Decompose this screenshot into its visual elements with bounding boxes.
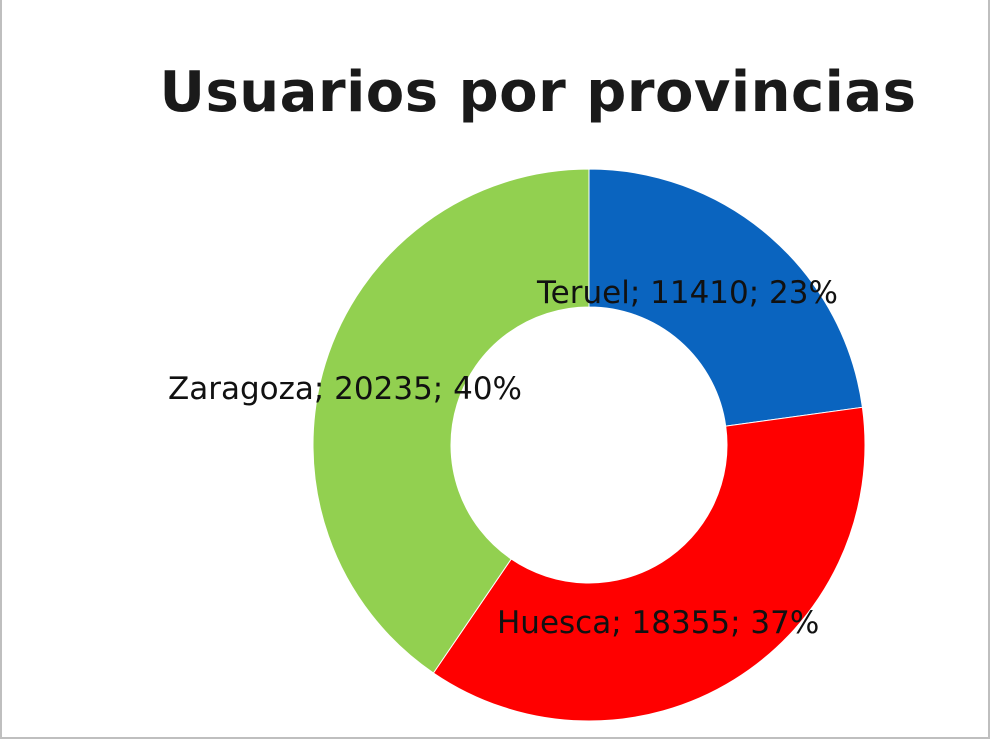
data-labels: Teruel; 11410; 23% Huesca; 18355; 37% Za… xyxy=(168,275,838,641)
data-label-zaragoza: Zaragoza; 20235; 40% xyxy=(168,371,522,407)
donut-slice-zaragoza xyxy=(312,168,590,674)
donut-slices xyxy=(312,168,866,722)
data-label-huesca: Huesca; 18355; 37% xyxy=(497,605,819,641)
data-label-teruel: Teruel; 11410; 23% xyxy=(536,275,838,311)
donut-slice-teruel xyxy=(588,168,863,427)
donut-slice-huesca xyxy=(432,406,866,722)
chart-title: Usuarios por provincias xyxy=(159,60,917,125)
